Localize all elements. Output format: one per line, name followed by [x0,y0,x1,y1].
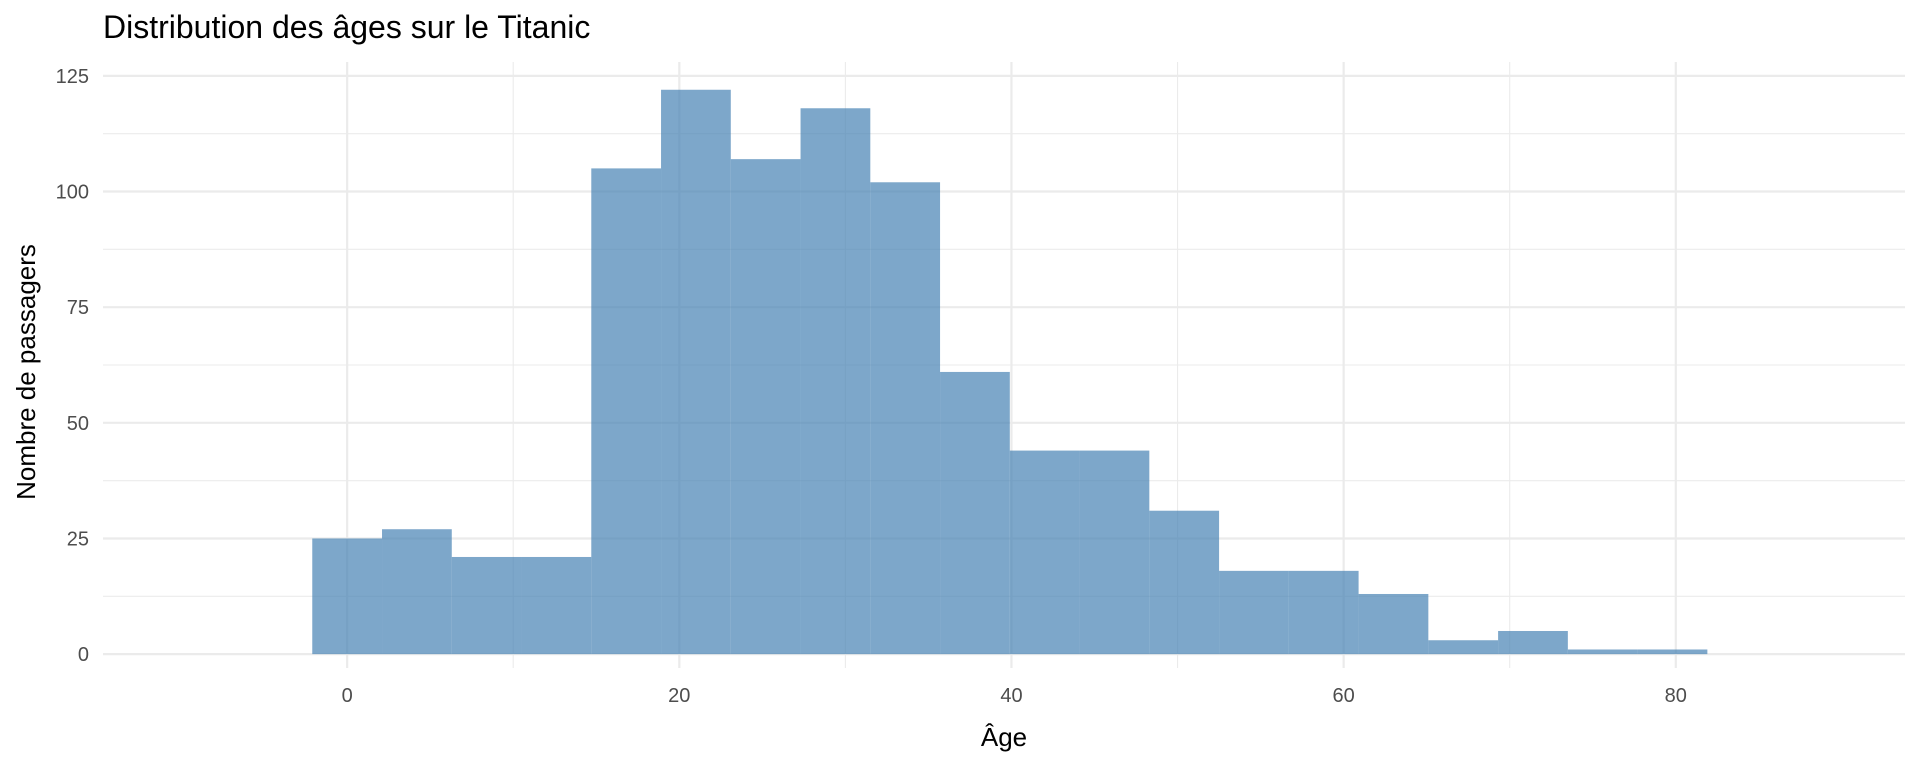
histogram-bar [800,108,871,655]
histogram-bar [730,159,801,655]
y-tick-label: 50 [67,413,89,435]
x-axis-title: Âge [981,722,1027,752]
histogram-bar [451,556,522,655]
histogram-bar [521,556,592,655]
y-axis-ticks: 0 25 50 75 100 125 [56,66,89,666]
histogram-bar [1498,630,1568,655]
histogram-bar [1079,450,1150,655]
histogram-bar [1219,570,1289,655]
x-tick-label: 40 [1000,685,1022,707]
histogram-bar [1637,649,1708,655]
histogram-bar [1149,510,1220,655]
histogram-bar [1009,450,1080,655]
y-tick-label: 100 [56,182,89,204]
x-tick-label: 0 [342,685,353,707]
y-tick-label: 25 [67,528,89,550]
x-axis-ticks: 0 20 40 60 80 [342,685,1687,707]
histogram-bar [312,538,383,655]
histogram-bar [1288,570,1359,655]
y-tick-label: 0 [78,644,89,666]
histogram-bar [661,89,731,655]
histogram-bar [940,371,1010,655]
histogram-bar [382,529,452,655]
histogram-bar [1358,593,1429,655]
x-tick-label: 20 [668,685,690,707]
y-axis-title: Nombre de passagers [11,244,41,500]
x-tick-label: 80 [1665,685,1687,707]
histogram-bar [870,182,941,655]
histogram-bars [312,89,1708,655]
histogram-bar [1428,640,1499,655]
histogram-bar [1567,649,1638,655]
histogram-bar [591,168,662,655]
y-tick-label: 75 [67,297,89,319]
x-tick-label: 60 [1333,685,1355,707]
y-tick-label: 125 [56,66,89,88]
chart-title: Distribution des âges sur le Titanic [103,9,590,45]
